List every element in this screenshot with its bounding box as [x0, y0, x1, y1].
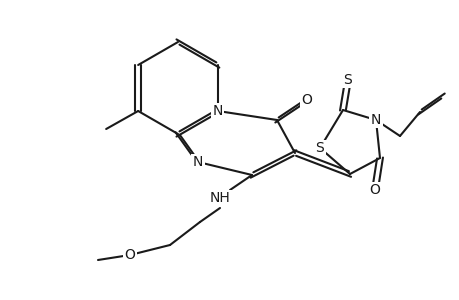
- Text: N: N: [370, 113, 381, 127]
- Text: O: O: [124, 248, 135, 262]
- Text: O: O: [369, 183, 380, 197]
- Text: S: S: [343, 73, 352, 87]
- Text: N: N: [212, 104, 223, 118]
- Text: NH: NH: [209, 191, 230, 205]
- Text: O: O: [301, 93, 312, 107]
- Text: S: S: [315, 141, 324, 155]
- Text: N: N: [192, 155, 203, 169]
